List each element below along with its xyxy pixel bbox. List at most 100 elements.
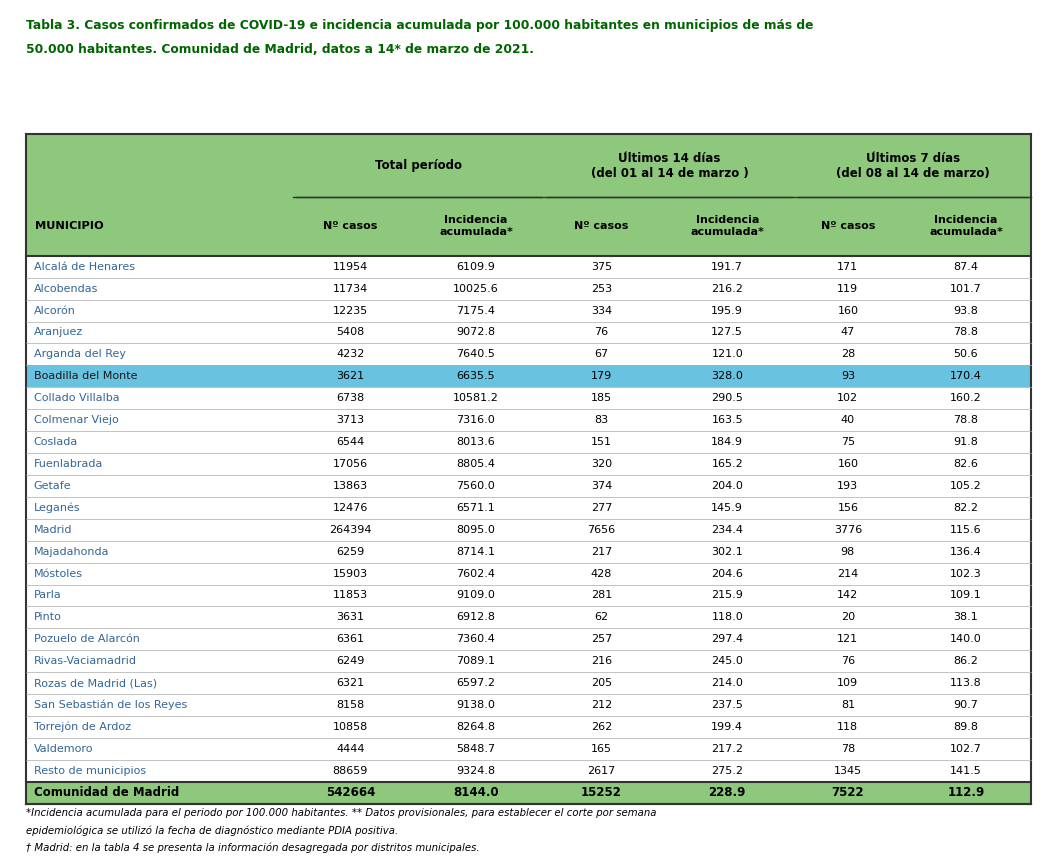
Text: Majadahonda: Majadahonda: [34, 547, 109, 557]
Text: 11954: 11954: [333, 262, 367, 271]
Bar: [26, 431, 1031, 453]
Text: 118: 118: [838, 722, 859, 732]
Text: 81: 81: [841, 700, 855, 710]
Text: Colmenar Viejo: Colmenar Viejo: [34, 415, 118, 425]
Text: 6109.9: 6109.9: [456, 262, 495, 271]
Text: 7316.0: 7316.0: [456, 415, 495, 425]
Text: San Sebastián de los Reyes: San Sebastián de los Reyes: [34, 700, 186, 710]
Text: 6635.5: 6635.5: [456, 371, 495, 381]
Text: Boadilla del Monte: Boadilla del Monte: [34, 371, 137, 381]
Text: Coslada: Coslada: [34, 437, 77, 447]
Text: 109: 109: [838, 678, 859, 688]
Text: 199.4: 199.4: [711, 722, 743, 732]
Text: 163.5: 163.5: [711, 415, 743, 425]
Text: 50.6: 50.6: [954, 349, 978, 360]
Text: 9109.0: 9109.0: [456, 590, 495, 601]
Text: 156: 156: [838, 503, 859, 512]
Text: 193: 193: [838, 481, 859, 491]
Text: 4232: 4232: [336, 349, 364, 360]
Text: 7602.4: 7602.4: [456, 569, 495, 578]
Text: 121.0: 121.0: [711, 349, 743, 360]
Text: 214.0: 214.0: [711, 678, 743, 688]
Text: Total período: Total período: [375, 160, 462, 172]
Text: 7640.5: 7640.5: [456, 349, 495, 360]
Bar: [26, 365, 1031, 388]
Text: 13863: 13863: [333, 481, 367, 491]
Text: 334: 334: [592, 305, 612, 316]
Bar: [26, 409, 1031, 431]
Text: 86.2: 86.2: [954, 656, 978, 666]
Bar: [26, 475, 1031, 497]
Text: 1345: 1345: [833, 766, 862, 776]
Text: 102: 102: [838, 394, 859, 403]
Text: 8264.8: 8264.8: [456, 722, 495, 732]
Text: 237.5: 237.5: [711, 700, 743, 710]
Text: 47: 47: [841, 328, 855, 337]
Bar: [26, 759, 1031, 782]
Bar: [26, 650, 1031, 672]
Text: 3631: 3631: [336, 612, 364, 623]
Text: 165: 165: [592, 744, 612, 754]
Text: 88659: 88659: [333, 766, 367, 776]
Text: 6571.1: 6571.1: [456, 503, 495, 512]
Text: 76: 76: [841, 656, 855, 666]
Text: 20: 20: [841, 612, 855, 623]
Text: 93.8: 93.8: [954, 305, 978, 316]
Bar: [26, 738, 1031, 759]
Text: 127.5: 127.5: [711, 328, 743, 337]
Bar: [26, 277, 1031, 300]
Text: 82.2: 82.2: [954, 503, 979, 512]
Text: 8714.1: 8714.1: [456, 547, 495, 557]
Text: Rivas-Vaciamadrid: Rivas-Vaciamadrid: [34, 656, 136, 666]
Text: 67: 67: [595, 349, 608, 360]
Text: 109.1: 109.1: [950, 590, 982, 601]
Text: Incidencia
acumulada*: Incidencia acumulada*: [929, 216, 1003, 237]
Text: Incidencia
acumulada*: Incidencia acumulada*: [690, 216, 764, 237]
Text: 8158: 8158: [336, 700, 364, 710]
Text: 212: 212: [591, 700, 612, 710]
Text: Alcalá de Henares: Alcalá de Henares: [34, 262, 134, 271]
Text: 9324.8: 9324.8: [456, 766, 495, 776]
Text: 302.1: 302.1: [711, 547, 743, 557]
Text: 112.9: 112.9: [948, 786, 984, 799]
Text: 3776: 3776: [833, 525, 862, 535]
Text: 105.2: 105.2: [950, 481, 982, 491]
Text: 160: 160: [838, 459, 859, 469]
Text: 102.3: 102.3: [950, 569, 982, 578]
Text: 140.0: 140.0: [950, 635, 982, 644]
Text: 320: 320: [592, 459, 612, 469]
Text: Parla: Parla: [34, 590, 62, 601]
Text: 217: 217: [591, 547, 612, 557]
Bar: [26, 584, 1031, 606]
Text: 217.2: 217.2: [711, 744, 743, 754]
Text: 98: 98: [841, 547, 855, 557]
Text: 151: 151: [592, 437, 612, 447]
Text: 165.2: 165.2: [711, 459, 743, 469]
Text: 78: 78: [841, 744, 855, 754]
Text: 6259: 6259: [336, 547, 364, 557]
Bar: [26, 453, 1031, 475]
Text: Getafe: Getafe: [34, 481, 71, 491]
Text: 7522: 7522: [831, 786, 864, 799]
Text: 185: 185: [592, 394, 612, 403]
Text: 119: 119: [838, 284, 859, 294]
Text: 297.4: 297.4: [711, 635, 743, 644]
Text: 11734: 11734: [333, 284, 367, 294]
Text: 8095.0: 8095.0: [456, 525, 495, 535]
Bar: [26, 716, 1031, 738]
Bar: [26, 322, 1031, 343]
Text: 171: 171: [838, 262, 859, 271]
Text: Comunidad de Madrid: Comunidad de Madrid: [34, 786, 179, 799]
Text: 3621: 3621: [336, 371, 364, 381]
Text: 78.8: 78.8: [954, 328, 979, 337]
Text: 8805.4: 8805.4: [456, 459, 495, 469]
Bar: [26, 518, 1031, 541]
Text: Torrejón de Ardoz: Torrejón de Ardoz: [34, 721, 131, 733]
Text: Resto de municipios: Resto de municipios: [34, 766, 146, 776]
Text: Pinto: Pinto: [34, 612, 62, 623]
Text: 6249: 6249: [336, 656, 364, 666]
Text: 15252: 15252: [581, 786, 622, 799]
Text: 179: 179: [591, 371, 612, 381]
Text: 4444: 4444: [336, 744, 364, 754]
Text: 5408: 5408: [336, 328, 364, 337]
